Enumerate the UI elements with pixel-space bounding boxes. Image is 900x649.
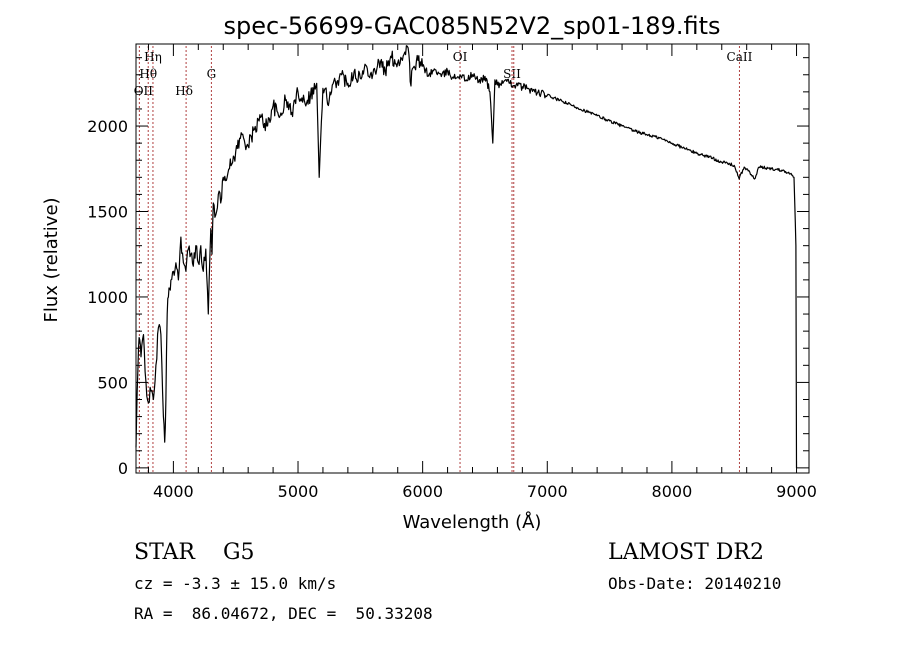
coordinates-label: RA = 86.04672, DEC = 50.33208	[134, 604, 433, 623]
obs-date-label: Obs-Date: 20140210	[608, 574, 782, 593]
y-tick-label: 0	[118, 459, 128, 478]
x-tick-label: 7000	[527, 482, 568, 501]
axis-ticks: 4000 5000 6000 7000 8000 9000 0 500 1000 1500 2000	[87, 44, 817, 501]
x-axis-label: Wavelength (Å)	[403, 511, 542, 533]
y-tick-label: 1500	[87, 202, 128, 221]
emission-line-label: OII	[134, 84, 154, 98]
chart-title: spec-56699-GAC085N52V2_sp01-189.fits	[224, 12, 721, 40]
emission-line-label: OI	[453, 50, 468, 64]
y-tick-label: 2000	[87, 117, 128, 136]
x-tick-label: 6000	[402, 482, 443, 501]
emission-line-label: Hδ	[175, 84, 193, 98]
classification-label: STAR G5	[134, 540, 255, 565]
spectrum-line	[135, 45, 798, 468]
emission-line-label: G	[207, 67, 217, 81]
data-release-label: LAMOST DR2	[608, 540, 764, 565]
y-tick-label: 1000	[87, 288, 128, 307]
emission-line-label: SII	[503, 67, 521, 81]
x-tick-label: 5000	[278, 482, 319, 501]
redshift-label: cz = -3.3 ± 15.0 km/s	[134, 574, 337, 593]
emission-line-label: CaII	[727, 50, 753, 64]
x-tick-label: 9000	[776, 482, 817, 501]
emission-line-markers: OII Hθ Hη Hδ G OI SII CaII	[134, 46, 753, 473]
y-axis-label: Flux (relative)	[41, 197, 62, 322]
x-tick-label: 4000	[153, 482, 194, 501]
emission-line-label: Hη	[144, 50, 162, 64]
emission-line-label: Hθ	[139, 67, 157, 81]
y-tick-label: 500	[97, 373, 128, 392]
x-tick-label: 8000	[652, 482, 693, 501]
plot-frame	[135, 43, 810, 474]
